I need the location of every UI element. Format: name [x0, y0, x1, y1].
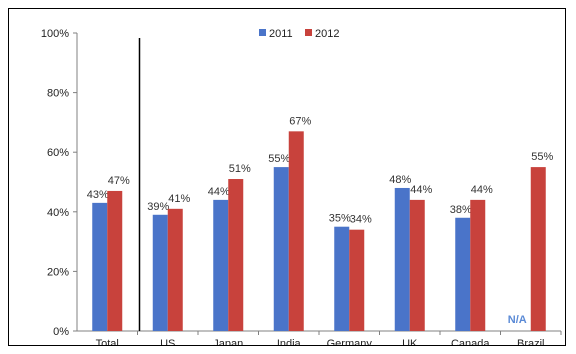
bar-2011: [152, 214, 168, 331]
y-tick-label: 40%: [47, 207, 69, 219]
data-label-2012: 44%: [410, 184, 432, 196]
bar-2012: [228, 179, 244, 331]
bar-2012: [107, 190, 123, 331]
data-label-2011: 44%: [208, 186, 230, 198]
data-label-2011: 35%: [329, 213, 351, 225]
bar-2011: [92, 202, 108, 331]
data-label-2012: 34%: [350, 214, 372, 226]
bar-2012: [409, 199, 425, 331]
data-label-2011: 55%: [268, 153, 290, 165]
y-tick-label: 100%: [41, 28, 69, 40]
legend-swatch-2012: [305, 29, 312, 36]
x-tick-label: Germany: [327, 338, 373, 345]
data-label-2011: 43%: [87, 189, 109, 201]
bar-2011: [273, 167, 289, 331]
bar-2011: [213, 199, 229, 331]
bar-2011: [455, 217, 471, 331]
x-tick-label: Brazil: [517, 338, 545, 345]
legend-label-2011: 2011: [269, 28, 293, 40]
data-label-2012: 67%: [289, 115, 311, 127]
bar-chart: 0% 20% 40% 60% 80% 100% Total 43% 47% US 39%41% Jap…: [41, 28, 562, 345]
x-tick-label: India: [277, 338, 302, 345]
data-label-2012: 47%: [108, 175, 130, 187]
data-label-2012: 44%: [471, 184, 493, 196]
x-tick-label: US: [160, 338, 175, 345]
bar-2012: [167, 208, 183, 331]
chart-frame: 0% 20% 40% 60% 80% 100% Total 43% 47% US 39% 41% Jap…: [8, 8, 566, 346]
bar-2011: [334, 226, 350, 331]
y-tick-label: 0%: [53, 326, 69, 338]
x-tick-label: Canada: [451, 338, 490, 345]
data-label-2011: 39%: [147, 201, 169, 213]
na-label: N/A: [508, 314, 527, 326]
y-tick-label: 80%: [47, 88, 69, 100]
y-tick-label: 20%: [47, 266, 69, 278]
x-tick-label: Total: [96, 338, 119, 345]
y-tick-label: 60%: [47, 147, 69, 159]
legend-label-2012: 2012: [315, 28, 339, 40]
bar-2012: [530, 167, 546, 331]
data-label-2012: 41%: [168, 193, 190, 205]
data-label-2011: 48%: [389, 174, 411, 186]
bar-2012: [288, 131, 304, 331]
data-label-2012: 51%: [229, 163, 251, 175]
bar-2012: [349, 229, 365, 331]
data-label-2011: 38%: [450, 204, 472, 216]
legend-swatch-2011: [259, 29, 266, 36]
data-label-2012: 55%: [531, 151, 553, 163]
x-tick-label: UK: [402, 338, 418, 345]
bar-2011: [394, 187, 410, 331]
x-tick-label: Japan: [213, 338, 243, 345]
bar-2012: [470, 199, 486, 331]
